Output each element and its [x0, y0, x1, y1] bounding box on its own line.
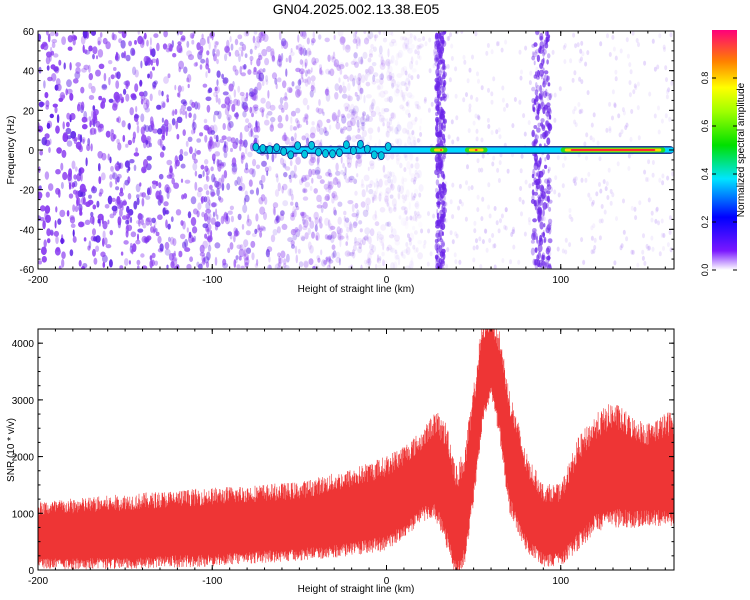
colorbar-label: Normalized spectral amplitude: [736, 82, 747, 217]
colorbar-tick-label: 0.2: [700, 216, 710, 229]
spectrogram-x-tick-label: 0: [384, 275, 390, 286]
spectrogram-y-tick-label: 0: [28, 146, 34, 157]
colorbar: 0.0 0.2 0.4 0.6 0.8 Normalized spectral ampl…: [700, 30, 747, 276]
spectrogram-x-tick-label: 100: [552, 275, 569, 286]
spectrogram-x-tick-label: -100: [202, 275, 222, 286]
snr-y-tick-label: 0: [28, 566, 34, 577]
spectrogram-y-ticks: -60 -40 -20 0 20 40 60: [20, 27, 674, 276]
snr-marks: [38, 329, 674, 570]
spectrogram-x-label: Height of straight line (km): [298, 284, 415, 295]
spectrogram-y-tick-label: 60: [23, 27, 35, 38]
snr-y-tick-label: 2000: [12, 453, 35, 464]
snr-x-tick-label: -200: [28, 576, 48, 587]
snr-panel: 0 1000 2000 3000 4000 -200 -100 0 100 Height of…: [6, 328, 675, 595]
colorbar-gradient: [712, 30, 737, 270]
snr-y-tick-label: 1000: [12, 509, 35, 520]
snr-x-tick-label: -100: [202, 576, 222, 587]
snr-y-tick-label: 3000: [12, 396, 35, 407]
spectrogram-y-tick-label: 20: [23, 106, 35, 117]
chart-title: GN04.2025.002.13.38.E05: [273, 1, 440, 17]
snr-x-label: Height of straight line (km): [298, 584, 415, 595]
snr-y-ticks: 0 1000 2000 3000 4000: [12, 328, 674, 577]
colorbar-tick-label: 0.0: [700, 264, 710, 277]
spectrogram-x-tick-label: -200: [28, 275, 48, 286]
spectrogram-marks: [38, 31, 674, 269]
spectrogram-x-ticks: -200 -100 0 100: [28, 31, 666, 286]
snr-x-ticks: -200 -100 0 100: [28, 329, 666, 587]
snr-y-tick-label: 4000: [12, 339, 35, 350]
snr-y-label: SNR (10 * v/v): [6, 418, 17, 482]
spectrogram-carrier-line: [252, 139, 674, 161]
colorbar-tick-label: 0.6: [700, 120, 710, 133]
snr-x-tick-label: 100: [552, 576, 569, 587]
spectrogram-y-tick-label: 40: [23, 67, 35, 78]
spectrogram-vertical-band: [530, 31, 553, 269]
snr-frame: [37, 328, 675, 571]
colorbar-ticks: 0.0 0.2 0.4 0.6 0.8: [700, 72, 737, 277]
snr-series-line: [38, 329, 674, 570]
colorbar-tick-label: 0.4: [700, 168, 710, 181]
spectrogram-vertical-band: [434, 31, 448, 269]
colorbar-tick-label: 0.8: [700, 72, 710, 85]
spectrogram-y-label: Frequency (Hz): [6, 116, 17, 185]
spectrogram-y-tick-label: -20: [20, 186, 35, 197]
spectrogram-y-tick-label: -40: [20, 225, 35, 236]
spectrogram-y-tick-label: -60: [20, 265, 35, 276]
snr-x-tick-label: 0: [384, 576, 390, 587]
